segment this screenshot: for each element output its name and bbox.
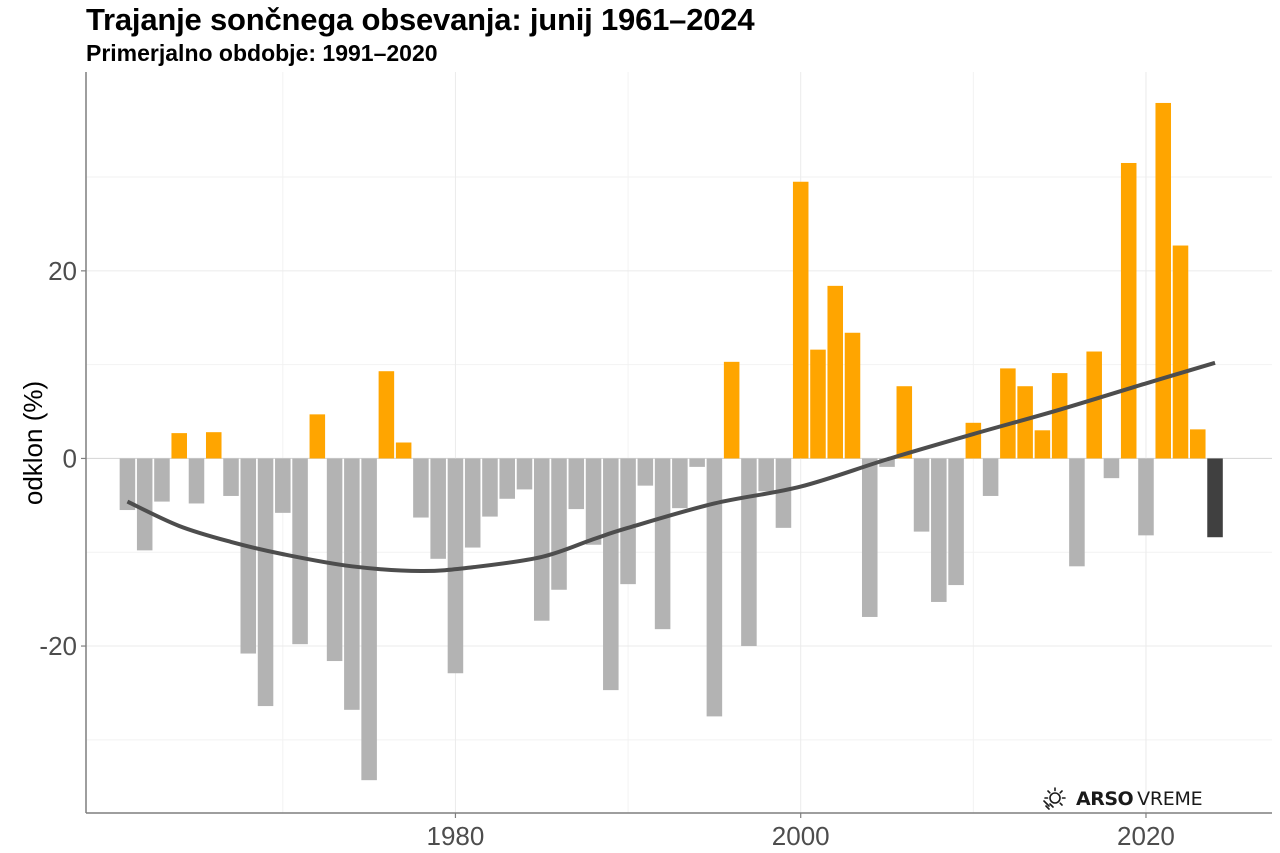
bar-2006 <box>896 386 913 459</box>
trend-line <box>126 360 1216 574</box>
bar-1974 <box>344 458 360 710</box>
bar-1976 <box>378 371 395 459</box>
logo-text-arso: ARSO <box>1076 788 1134 810</box>
bar-1998 <box>758 458 774 492</box>
bar-1963 <box>154 458 170 502</box>
bar-1985 <box>533 458 550 621</box>
bar-1983 <box>499 458 515 499</box>
bar-1964 <box>171 433 187 459</box>
bar-1971 <box>292 458 308 645</box>
bar-2015 <box>1051 373 1068 459</box>
bar-1970 <box>275 458 291 513</box>
bar-2001 <box>810 349 826 459</box>
bar-2024 <box>1207 458 1223 538</box>
bar-1968 <box>240 458 257 654</box>
bar-1981 <box>464 458 481 548</box>
y-tick-label: -20 <box>39 631 77 661</box>
bar-2022 <box>1172 245 1189 459</box>
bar-1997 <box>741 458 757 647</box>
bar-1989 <box>603 458 619 691</box>
bar-1986 <box>551 458 567 590</box>
bar-2016 <box>1069 458 1085 567</box>
bar-2012 <box>1000 368 1016 459</box>
bar-1966 <box>205 432 222 459</box>
bar-1967 <box>223 458 239 496</box>
chart-subtitle: Primerjalno obdobje: 1991–2020 <box>86 40 438 66</box>
bar-1977 <box>395 442 412 459</box>
bar-2020 <box>1138 458 1154 536</box>
bar-2004 <box>861 458 878 617</box>
bar-2000 <box>792 181 809 459</box>
bar-1990 <box>620 458 636 585</box>
y-tick-label: 20 <box>48 256 77 286</box>
bar-1996 <box>723 361 740 459</box>
bar-1973 <box>326 458 343 662</box>
bar-2005 <box>879 458 895 467</box>
bar-1999 <box>775 458 792 528</box>
bar-2011 <box>982 458 999 496</box>
axes <box>81 72 1272 818</box>
bar-1975 <box>361 458 377 781</box>
bars <box>119 102 1223 781</box>
bar-1988 <box>585 458 602 545</box>
bar-2018 <box>1103 458 1120 479</box>
x-tick-label: 1980 <box>427 821 485 851</box>
bar-2017 <box>1086 351 1102 459</box>
bar-1984 <box>516 458 533 490</box>
bar-1962 <box>136 458 153 551</box>
bar-1980 <box>447 458 464 674</box>
arso-vreme-logo: ARSO VREME <box>1040 785 1203 813</box>
x-tick-label: 2000 <box>772 821 830 851</box>
bar-2008 <box>931 458 947 602</box>
bar-1972 <box>309 414 326 459</box>
bar-2014 <box>1034 430 1051 459</box>
bar-2002 <box>827 285 844 459</box>
bar-2003 <box>844 332 861 459</box>
bar-1982 <box>482 458 498 517</box>
x-tick-label: 2020 <box>1117 821 1175 851</box>
y-axis-title: odklon (%) <box>18 381 48 505</box>
bar-2009 <box>948 458 964 586</box>
chart-title: Trajanje sončnega obsevanja: junij 1961–… <box>86 2 755 37</box>
bar-2019 <box>1120 162 1137 459</box>
bar-2010 <box>965 422 982 459</box>
bar-1991 <box>637 458 654 486</box>
sun-icon <box>1040 785 1068 813</box>
bar-1995 <box>706 458 723 717</box>
bar-2021 <box>1155 102 1172 459</box>
bar-1979 <box>430 458 446 559</box>
bar-2007 <box>913 458 930 532</box>
bar-2023 <box>1189 429 1206 459</box>
bar-1965 <box>188 458 205 504</box>
y-tick-label: 0 <box>63 443 77 473</box>
bar-1987 <box>568 458 585 510</box>
bar-2013 <box>1017 386 1033 459</box>
bar-1961 <box>119 458 136 511</box>
bar-1994 <box>689 458 705 467</box>
logo-text-vreme: VREME <box>1137 788 1203 810</box>
bar-1992 <box>654 458 671 630</box>
tick-labels: -20 0 20 1980 2000 2020 <box>39 256 1174 851</box>
bar-1978 <box>413 458 429 518</box>
bar-1993 <box>672 458 688 509</box>
bar-1969 <box>257 458 274 707</box>
